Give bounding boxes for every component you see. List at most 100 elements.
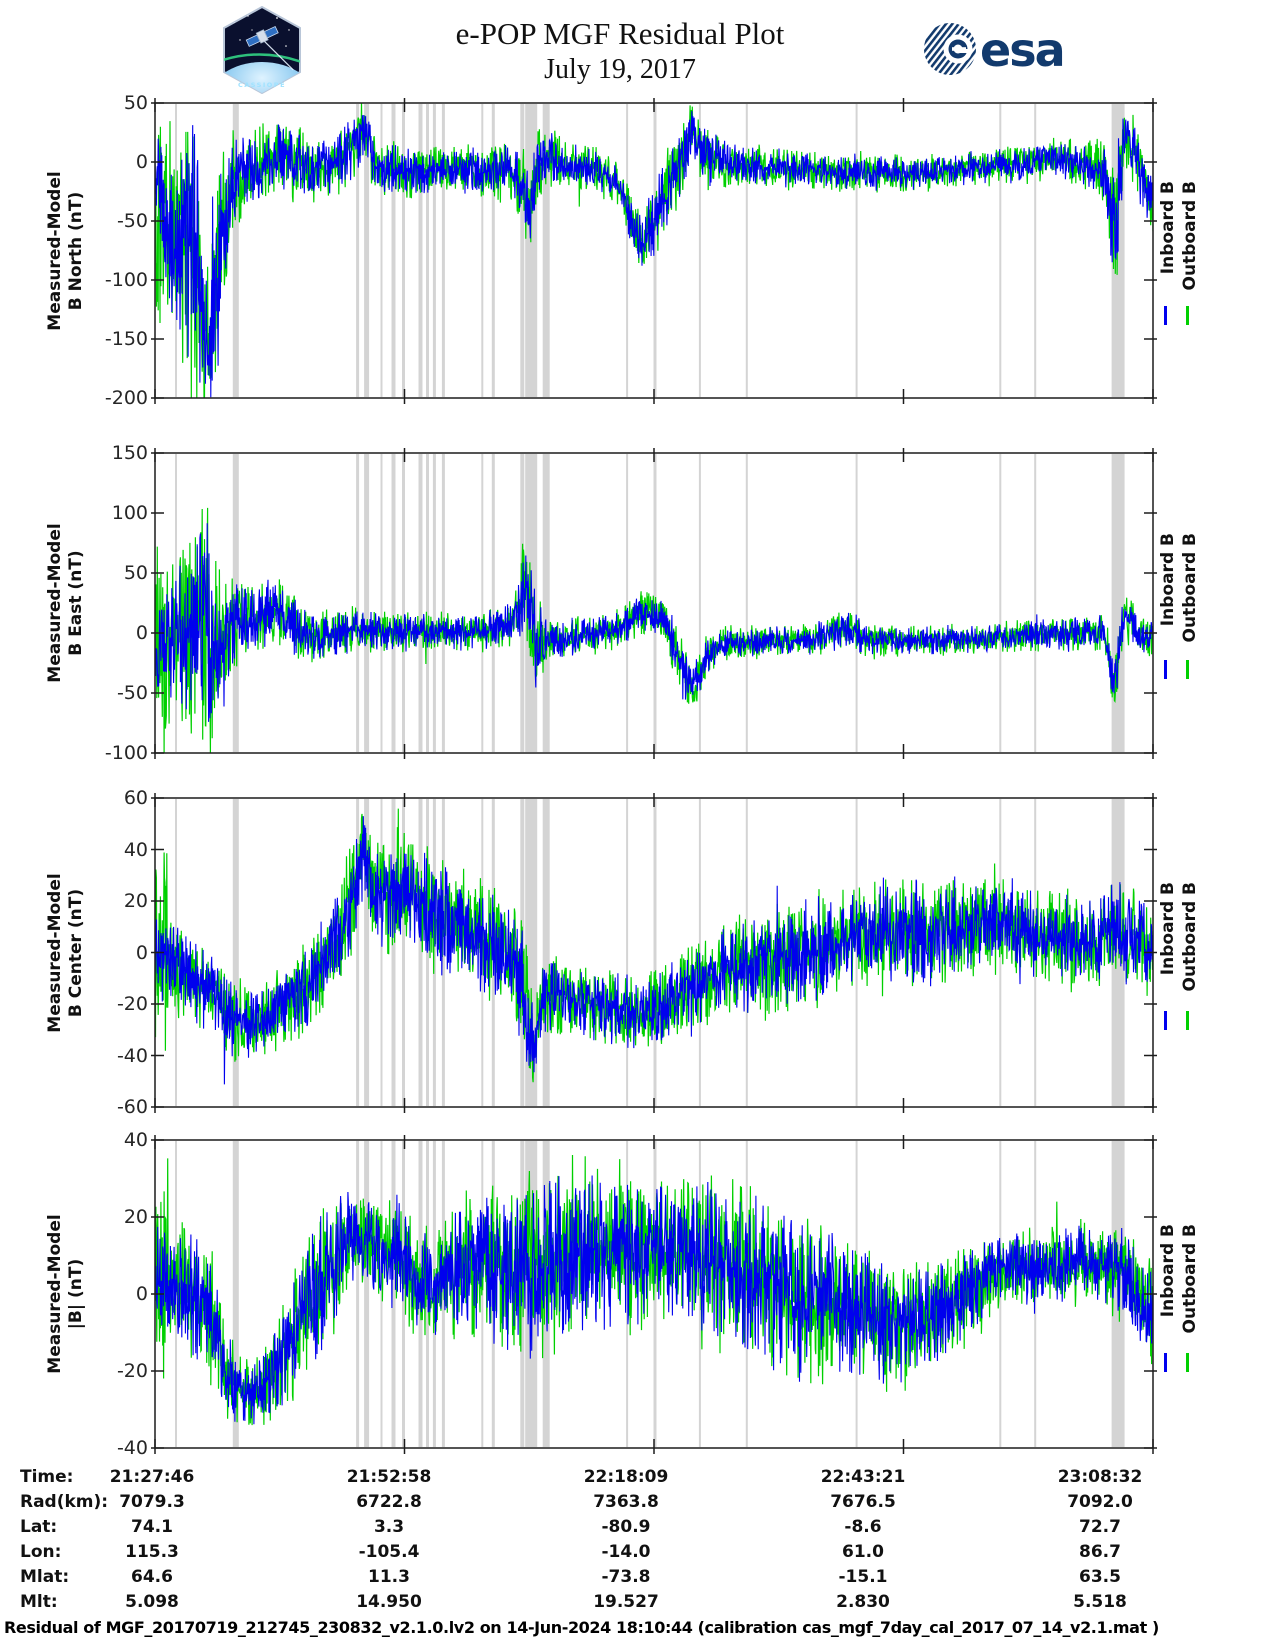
y-tick-label: 0 <box>135 151 148 173</box>
residual-plot-panel-3 <box>151 1135 1157 1454</box>
data-gap-band <box>232 1141 239 1447</box>
table-cell: 5.098 <box>125 1592 179 1612</box>
legend-swatch-outboard <box>1186 1011 1189 1031</box>
inboard-b-trace <box>155 1175 1153 1425</box>
data-gap-band <box>402 799 405 1106</box>
data-gap-band <box>391 104 396 397</box>
data-gap-band <box>418 104 423 397</box>
y-tick-label: 0 <box>135 622 148 644</box>
table-cell: 2.830 <box>836 1592 890 1612</box>
table-cell: 7092.0 <box>1067 1492 1133 1512</box>
data-gap-band <box>491 104 495 397</box>
page-title: e-POP MGF Residual Plot <box>455 16 785 51</box>
data-gap-band <box>542 799 550 1106</box>
table-cell: 7079.3 <box>119 1492 185 1512</box>
data-gap-band <box>626 799 629 1106</box>
data-gap-band <box>356 799 360 1106</box>
data-gap-band <box>542 454 550 752</box>
legend-label-outboard: Outboard B <box>1180 180 1200 291</box>
y-tick-label: 50 <box>123 92 148 114</box>
data-gap-band <box>745 104 748 397</box>
table-cell: 7676.5 <box>830 1492 896 1512</box>
data-gap-band <box>626 454 629 752</box>
residual-plot-panel-0 <box>151 98 1157 404</box>
legend-label-outboard: Outboard B <box>1180 1223 1200 1334</box>
y-axis-label-line2: B North (nT) <box>66 191 86 310</box>
table-cell: -8.6 <box>844 1517 882 1537</box>
data-gap-band <box>402 1141 405 1447</box>
data-gap-band <box>391 1141 396 1447</box>
table-cell: -15.1 <box>838 1567 888 1587</box>
legend-label-outboard: Outboard B <box>1180 882 1200 992</box>
data-gap-band <box>418 454 423 752</box>
data-gap-band <box>356 1141 360 1447</box>
data-gap-band <box>999 799 1002 1106</box>
y-tick-label: 20 <box>123 890 148 912</box>
legend-swatch-inboard <box>1164 1011 1167 1031</box>
data-gap-band <box>745 454 748 752</box>
data-gap-band <box>232 104 239 397</box>
y-tick-label: -20 <box>116 993 148 1015</box>
y-axis-label: Measured-Model B North (nT) <box>45 121 89 381</box>
data-gap-band <box>432 454 436 752</box>
data-gap-band <box>653 799 657 1106</box>
table-row-label-mlt: Mlt: <box>20 1592 58 1612</box>
data-gap-band <box>698 1141 701 1447</box>
y-tick-label: 0 <box>135 941 148 964</box>
residual-plot-panel-2 <box>151 793 1157 1113</box>
data-gap-band <box>855 454 858 752</box>
data-gap-band <box>380 454 383 752</box>
y-tick-label: -150 <box>104 328 148 350</box>
y-tick-label: -20 <box>116 1360 148 1382</box>
y-tick-label: 150 <box>111 442 148 464</box>
table-row-label-mlat: Mlat: <box>20 1567 70 1587</box>
data-gap-band <box>380 1141 383 1447</box>
data-gap-band <box>653 104 657 397</box>
legend-label-inboard: Inboard B <box>1158 1223 1178 1317</box>
y-axis-label-line1: Measured-Model <box>45 170 65 331</box>
table-cell: 3.3 <box>373 1517 405 1537</box>
data-gap-band <box>356 104 360 397</box>
data-gap-band <box>999 104 1002 397</box>
data-gap-band <box>698 799 701 1106</box>
legend-label-outboard: Outboard B <box>1180 533 1200 643</box>
table-cell: 74.1 <box>131 1517 173 1537</box>
data-gap-band <box>653 1141 657 1447</box>
data-gap-band <box>364 454 370 752</box>
data-gap-band <box>520 104 525 397</box>
table-cell: 64.6 <box>131 1567 173 1587</box>
data-gap-band <box>481 454 484 752</box>
y-tick-label: -100 <box>104 742 148 764</box>
y-axis-label-line2: B Center (nT) <box>66 888 86 1017</box>
page-subtitle-date: July 19, 2017 <box>544 54 696 85</box>
y-axis-label: Measured-Model B Center (nT) <box>45 823 89 1083</box>
table-cell: 5.518 <box>1073 1592 1127 1612</box>
table-cell: 22:43:21 <box>820 1467 906 1487</box>
data-gap-band <box>364 1141 370 1447</box>
table-cell: 86.7 <box>1079 1542 1121 1562</box>
y-tick-label: -50 <box>116 682 148 704</box>
y-tick-label: -200 <box>104 387 148 409</box>
table-cell: 115.3 <box>125 1542 179 1562</box>
data-gap-band <box>380 104 383 397</box>
data-gap-band <box>855 799 858 1106</box>
data-gap-band <box>441 104 445 397</box>
y-tick-label: 60 <box>123 787 148 809</box>
data-gap-band <box>698 454 701 752</box>
data-gap-band <box>232 454 239 752</box>
y-axis-label-line2: |B| (nT) <box>66 1258 86 1330</box>
y-axis-label-line1: Measured-Model <box>45 1214 65 1374</box>
y-tick-label: -60 <box>116 1096 148 1118</box>
y-tick-label: -50 <box>116 210 148 232</box>
inboard-b-trace <box>155 523 1153 722</box>
y-tick-label: -100 <box>104 269 148 291</box>
footer-file-info: Residual of MGF_20170719_212745_230832_v… <box>4 1618 1159 1637</box>
legend-label-inboard: Inboard B <box>1158 180 1178 274</box>
data-gap-band <box>364 104 370 397</box>
data-gap-band <box>232 799 239 1106</box>
data-gap-band <box>356 454 360 752</box>
data-gap-band <box>426 104 429 397</box>
y-axis-label-line2: B East (nT) <box>66 550 86 656</box>
y-tick-label: 40 <box>123 1129 148 1151</box>
table-cell: 21:52:58 <box>346 1467 432 1487</box>
